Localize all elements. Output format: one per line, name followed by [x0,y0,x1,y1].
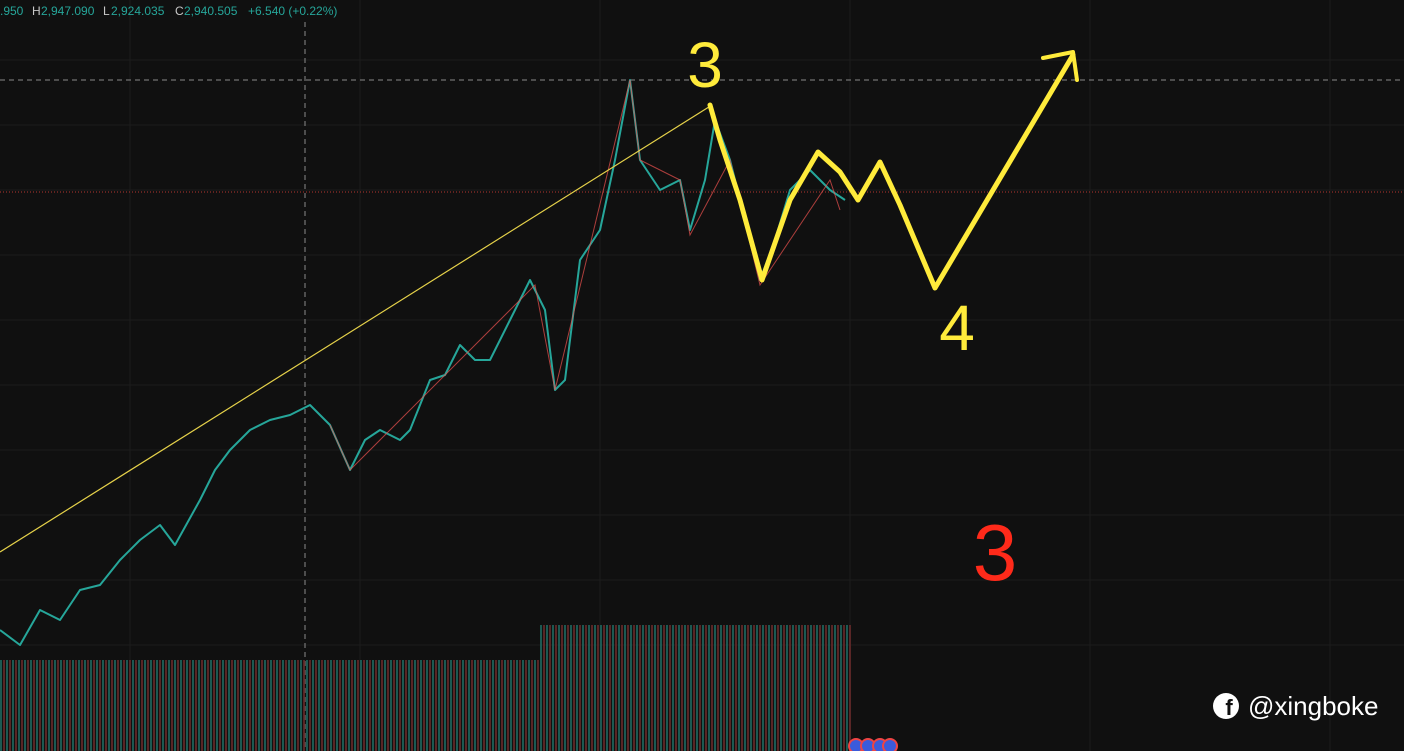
facebook-icon [1213,693,1239,719]
watermark: f @xingboke [1213,691,1378,721]
low-label: L [103,4,110,18]
close-value: 2,940.505 [184,4,238,18]
high-value: 2,947.090 [41,4,95,18]
watermark-text: @xingboke [1248,691,1378,721]
wave-label: 4 [939,292,975,364]
change-value: +6.540 (+0.22%) [248,4,337,18]
price-series [0,79,846,646]
close-label: C [175,4,184,18]
price-series-down [329,79,841,471]
volume-bars [0,660,540,751]
trend-line [0,104,713,553]
ohlc-header: .950 H 2,947.090 L 2,924.035 C 2,940.505… [0,4,337,18]
volume-bars [540,625,852,751]
wave-drawing [707,52,1076,291]
facebook-glyph: f [1225,695,1233,720]
wave-label: 3 [687,29,723,101]
low-value: 2,924.035 [111,4,165,18]
arrow-head [1041,50,1079,82]
high-label: H [32,4,41,18]
red-mark: 3 [973,508,1018,597]
event-icons [848,738,898,751]
open-value: .950 [0,4,24,18]
